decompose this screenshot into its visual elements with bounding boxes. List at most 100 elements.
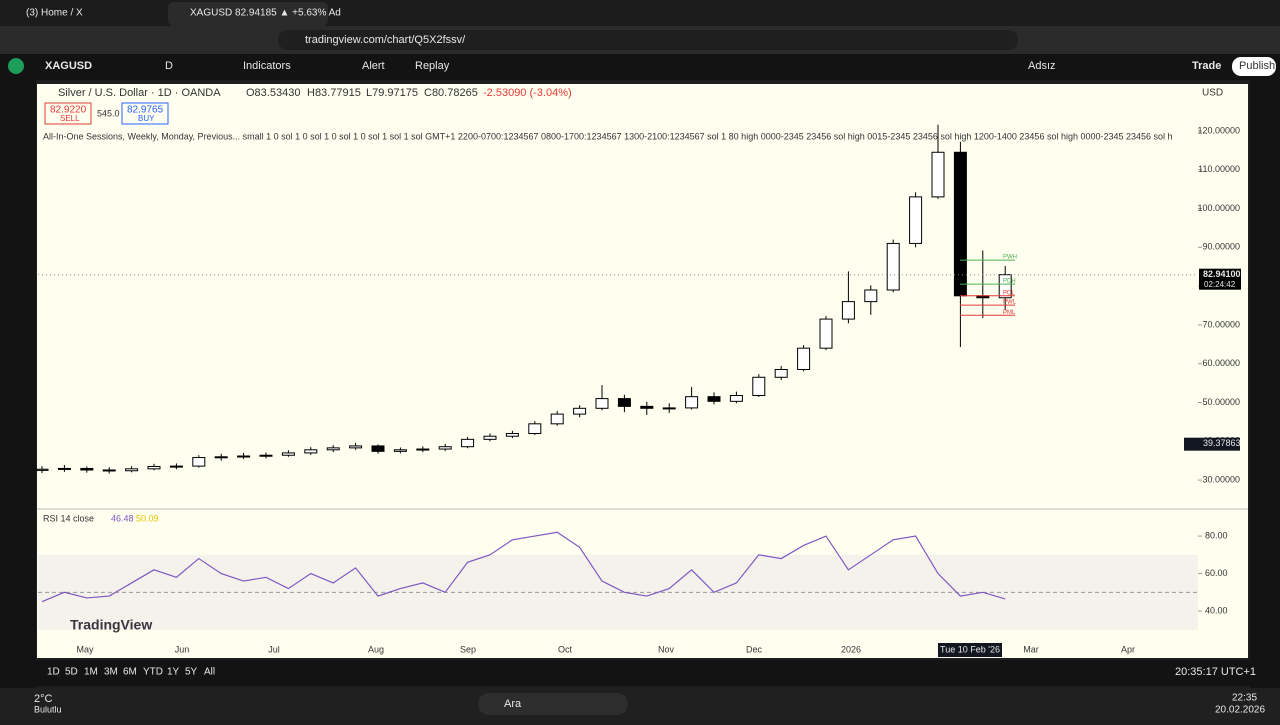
countdown: 02:24:42 bbox=[1204, 280, 1236, 289]
publish-button[interactable]: Publish bbox=[1239, 60, 1275, 72]
sell-box[interactable] bbox=[44, 102, 92, 125]
sell-label[interactable]: SELL bbox=[60, 114, 80, 123]
toolbar-item[interactable]: Alert bbox=[362, 60, 385, 72]
x-tick-label: Jul bbox=[268, 644, 280, 654]
legend-open: O83.53430 bbox=[246, 87, 300, 99]
candle-body bbox=[80, 467, 94, 471]
rsi-ma: 50.09 bbox=[136, 513, 159, 523]
candle-body bbox=[909, 196, 923, 244]
y-tick-label: 70.00000 bbox=[1202, 319, 1240, 329]
symbol[interactable]: XAGUSD bbox=[45, 60, 92, 72]
candle-body bbox=[438, 446, 452, 450]
range-button[interactable]: YTD bbox=[143, 667, 163, 678]
x-tick-label: May bbox=[76, 644, 94, 654]
indicator-legend: All-In-One Sessions, Weekly, Monday, Pre… bbox=[43, 131, 1173, 141]
crosshair-date-box bbox=[938, 643, 1002, 657]
candle-body bbox=[259, 454, 273, 457]
toolbar-item[interactable]: Replay bbox=[415, 60, 450, 72]
buy-price[interactable]: 82.9765 bbox=[127, 105, 164, 116]
candle-body bbox=[214, 456, 228, 459]
range-button[interactable]: All bbox=[204, 667, 215, 678]
y-tick-label: 80.00 bbox=[1205, 530, 1228, 540]
candle-body bbox=[393, 449, 407, 452]
x-tick-label: Jun bbox=[175, 644, 190, 654]
legend-low: L79.97175 bbox=[366, 87, 418, 99]
x-tick-label: Dec bbox=[746, 644, 763, 654]
avatar[interactable] bbox=[8, 58, 24, 74]
candle-body bbox=[729, 395, 743, 402]
y-tick-label: 60.00 bbox=[1205, 568, 1228, 578]
level-label: PWL bbox=[1003, 300, 1017, 306]
rsi-value: 46.48 bbox=[111, 513, 134, 523]
toolbar-item[interactable]: Indicators bbox=[243, 60, 291, 72]
brand: TradingView bbox=[70, 617, 152, 633]
candle-body bbox=[573, 407, 587, 415]
candle-body bbox=[102, 469, 116, 472]
candle-body bbox=[752, 376, 766, 397]
rsi-line bbox=[41, 531, 1006, 603]
candle-body bbox=[169, 465, 183, 468]
left-toolbar bbox=[0, 80, 36, 690]
tab-title[interactable]: (3) Home / X bbox=[26, 8, 83, 19]
url[interactable]: tradingview.com/chart/Q5X2fssv/ bbox=[305, 34, 466, 46]
x-tick-label: Apr bbox=[1121, 644, 1135, 654]
buy-box[interactable] bbox=[121, 102, 169, 125]
range-button[interactable]: 5D bbox=[65, 667, 78, 678]
candle-body bbox=[35, 468, 49, 471]
level-label: PML bbox=[1003, 310, 1016, 316]
candle-body bbox=[864, 289, 878, 303]
candle-body bbox=[819, 318, 833, 349]
candle-body bbox=[237, 455, 251, 458]
x-tick-label: 2026 bbox=[841, 644, 861, 654]
legend-close: C80.78265 bbox=[424, 87, 478, 99]
x-tick-label: Mar bbox=[1023, 644, 1039, 654]
range-button[interactable]: 5Y bbox=[185, 667, 198, 678]
candle-body bbox=[505, 433, 519, 437]
interval[interactable]: D bbox=[165, 60, 173, 72]
candle-body bbox=[707, 396, 721, 402]
y-tick-label: 30.00000 bbox=[1202, 474, 1240, 484]
right-toolbar bbox=[1250, 80, 1280, 690]
candle-body bbox=[349, 445, 363, 449]
tab-title[interactable]: XAGUSD 82.94185 ▲ +5.63% Ad bbox=[190, 8, 341, 19]
search[interactable]: Ara bbox=[504, 698, 522, 710]
trade-button[interactable]: Trade bbox=[1192, 60, 1221, 72]
x-tick-label: Nov bbox=[658, 644, 675, 654]
level-label: PWH bbox=[1003, 255, 1017, 261]
candle-body bbox=[57, 467, 71, 470]
currency[interactable]: USD bbox=[1202, 88, 1223, 99]
date: 20.02.2026 bbox=[1215, 705, 1265, 716]
crosshair-price: 39.37863 bbox=[1203, 438, 1241, 448]
candle-body bbox=[326, 447, 340, 451]
range-button[interactable]: 1M bbox=[84, 667, 98, 678]
url-field[interactable] bbox=[278, 30, 1018, 50]
buy-label[interactable]: BUY bbox=[138, 114, 155, 123]
y-tick-label: 90.00000 bbox=[1202, 242, 1240, 252]
layout-name[interactable]: Adsız bbox=[1028, 60, 1056, 72]
candle-body bbox=[192, 457, 206, 467]
x-tick-label: Aug bbox=[368, 644, 384, 654]
sell-price[interactable]: 82.9220 bbox=[50, 105, 87, 116]
candle-body bbox=[304, 449, 318, 454]
candle-body bbox=[886, 242, 900, 291]
active-tab[interactable] bbox=[168, 2, 328, 26]
candle-body bbox=[774, 369, 788, 378]
crosshair-date: Tue 10 Feb '26 bbox=[940, 644, 1000, 654]
candle-body bbox=[461, 438, 475, 448]
taskbar bbox=[0, 688, 1280, 720]
spread: 545.0 bbox=[97, 108, 120, 118]
range-button[interactable]: 6M bbox=[123, 667, 137, 678]
candle-body bbox=[147, 465, 161, 470]
search-box[interactable] bbox=[478, 693, 628, 715]
legend-change: -2.53090 (-3.04%) bbox=[483, 87, 572, 99]
range-button[interactable]: 1Y bbox=[167, 667, 180, 678]
level-label: PDH bbox=[1003, 279, 1016, 285]
range-button[interactable]: 3M bbox=[104, 667, 118, 678]
y-tick-label: 110.00000 bbox=[1198, 164, 1240, 174]
range-button[interactable]: 1D bbox=[47, 667, 60, 678]
clock: 20:35:17 UTC+1 bbox=[1175, 666, 1256, 678]
toolbar bbox=[0, 54, 1280, 80]
publish-bg[interactable] bbox=[1232, 57, 1276, 76]
candle-body bbox=[125, 468, 139, 472]
